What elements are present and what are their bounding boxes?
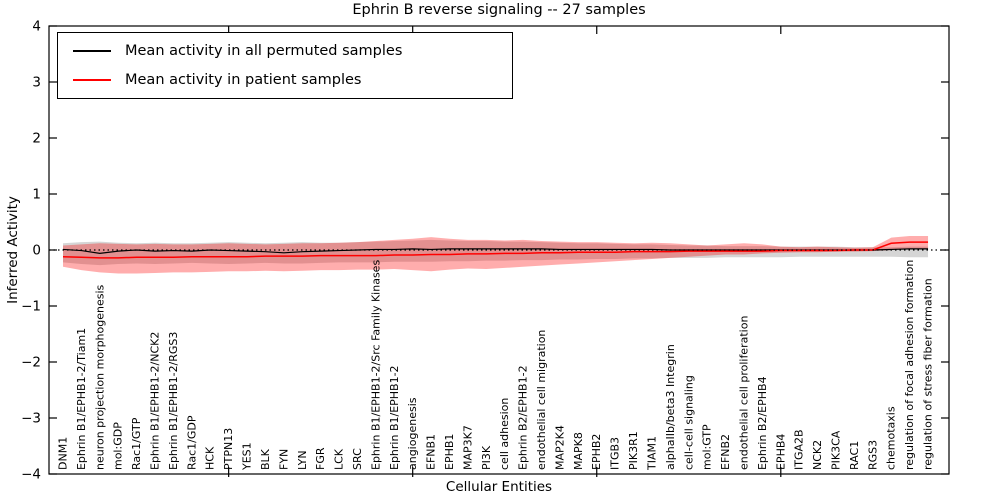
x-category-label: NCK2 [811,440,824,470]
x-category-label: Ephrin B1/EPHB1-2/Tiam1 [75,328,88,470]
x-category-label: SRC [351,448,364,470]
x-category-label: YES1 [241,442,254,471]
x-category-label: LYN [296,450,309,470]
x-category-label: HCK [204,446,217,470]
y-tick-label: −1 [21,299,41,315]
permuted-range-band [63,239,929,266]
legend: Mean activity in all permuted samples Me… [57,32,513,99]
x-category-label: EFNB2 [719,434,732,470]
x-category-label: regulation of focal adhesion formation [903,260,916,470]
x-category-label: PTPN13 [222,428,235,470]
x-category-label: cell adhesion [498,398,511,470]
x-category-label: FYN [277,449,290,470]
x-category-label: cell-cell signaling [682,375,695,470]
x-category-label: RAC1 [848,441,861,470]
y-tick-label: 1 [32,187,41,203]
legend-label-patient: Mean activity in patient samples [125,71,362,88]
x-category-label: Ephrin B1/EPHB1-2/Src Family Kinases [369,260,382,470]
x-category-label: EFNB1 [425,434,438,470]
x-category-label: ITGB3 [609,437,622,470]
x-category-label: PI3K [480,445,493,470]
x-category-label: Ephrin B2/EPHB1-2 [517,365,530,470]
x-category-label: Rac1/GDP [185,415,198,470]
x-category-label: PIK3CA [830,430,843,470]
x-category-label: MAP2K4 [553,425,566,470]
x-category-label: endothelial cell migration [535,330,548,470]
y-tick-label: −4 [21,467,41,483]
patient-range-band [63,236,929,274]
x-category-label: EPHB2 [590,434,603,470]
x-category-label: Ephrin B1/EPHB1-2/RGS3 [167,332,180,470]
y-tick-label: 0 [32,243,41,259]
chart-title: Ephrin B reverse signaling -- 27 samples [352,2,646,18]
patient-line-swatch [73,78,111,81]
x-category-label: regulation of stress fiber formation [922,278,935,470]
y-tick-label: 3 [32,75,41,91]
x-category-label: endothelial cell proliferation [737,316,750,470]
legend-label-permuted: Mean activity in all permuted samples [125,43,403,60]
x-category-label: Ephrin B1/EPHB1-2/NCK2 [149,332,162,470]
x-category-label: ITGA2B [793,429,806,470]
x-category-label: BLK [259,448,272,470]
y-tick-label: 4 [32,19,41,35]
x-category-label: FGR [314,447,327,470]
x-category-label: neuron projection morphogenesis [93,284,106,470]
x-category-label: mol:GTP [701,424,714,470]
x-category-label: angiogenesis [406,397,419,470]
x-category-label: DNM1 [57,437,70,470]
x-category-label: alphaIIb/beta3 Integrin [664,344,677,470]
x-category-label: mol:GDP [112,422,125,470]
y-tick-label: 2 [32,131,41,147]
y-tick-label: −2 [21,355,41,371]
x-category-label: EPHB1 [443,434,456,470]
x-category-label: TIAM1 [645,436,658,471]
y-tick-label: −3 [21,411,41,427]
legend-entry-patient: Mean activity in patient samples [58,72,512,88]
x-category-label: PIK3R1 [627,431,640,470]
x-category-label: RGS3 [866,440,879,470]
x-axis-label: Cellular Entities [445,479,553,495]
x-category-label: MAPK8 [572,432,585,470]
x-category-label: MAP3K7 [461,425,474,470]
x-category-label: Ephrin B2/EPHB4 [756,376,769,470]
x-category-label: Ephrin B1/EPHB1-2 [388,365,401,470]
legend-entry-permuted: Mean activity in all permuted samples [58,43,512,59]
permuted-line-swatch [73,50,111,53]
x-category-label: EPHB4 [774,434,787,470]
x-category-label: Rac1/GTP [130,417,143,470]
x-category-label: LCK [333,448,346,470]
x-category-label: chemotaxis [885,406,898,470]
